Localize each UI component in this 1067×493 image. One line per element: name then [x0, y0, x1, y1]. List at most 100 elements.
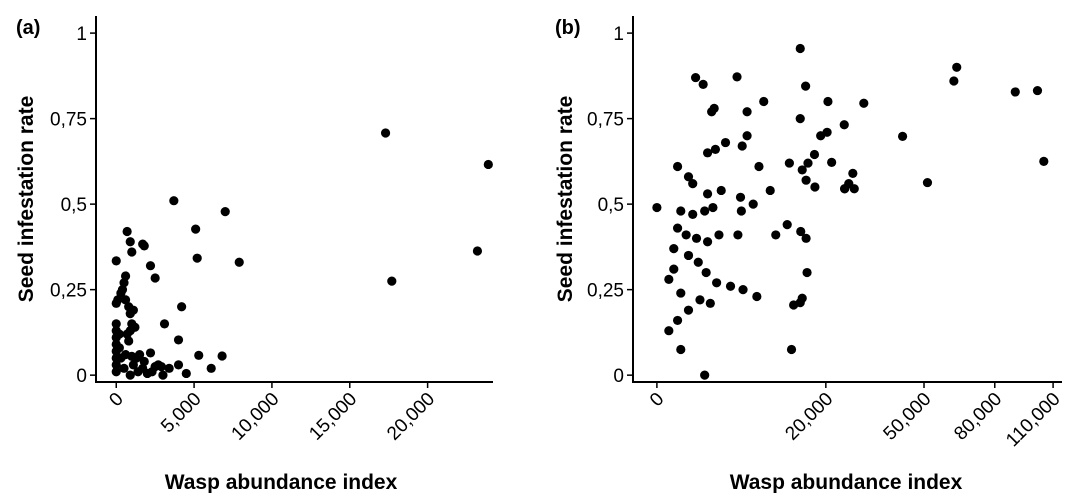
scatter-point [145, 348, 156, 358]
scatter-point [759, 96, 769, 107]
scatter-point [150, 273, 160, 283]
scatter-point [810, 182, 820, 192]
y-tick-label: 0 [76, 366, 87, 387]
scatter-point [139, 241, 149, 251]
scatter-point [771, 230, 781, 240]
scatter-point [949, 76, 959, 86]
scatter-point [797, 165, 807, 175]
scatter-point [122, 329, 132, 339]
scatter-point [111, 360, 121, 370]
scatter-point [795, 43, 805, 54]
scatter-point [111, 256, 121, 266]
scatter-point [206, 363, 216, 373]
scatter-point [111, 298, 121, 308]
scatter-point [705, 298, 715, 308]
y-tick-label: 0,25 [50, 281, 87, 302]
scatter-point [701, 267, 711, 278]
scatter-point [708, 202, 718, 213]
panel-label: (b) [555, 17, 581, 39]
scatter-point [702, 148, 713, 158]
panel-label: (a) [16, 17, 40, 39]
scatter-point [122, 226, 132, 237]
x-tick-label: 5,000 [157, 389, 205, 437]
scatter-point [676, 206, 686, 216]
scatter-point [801, 81, 811, 91]
scatter-point [683, 250, 694, 261]
scatter-point [191, 224, 201, 234]
scatter-point [725, 281, 736, 291]
scatter-point [702, 189, 713, 199]
scatter-point [127, 247, 137, 257]
y-tick-label: 0,5 [598, 195, 624, 216]
x-tick-label: 0 [646, 389, 668, 411]
scatter-point [732, 72, 742, 82]
scatter-point [803, 158, 813, 168]
scatter-point [801, 233, 811, 243]
scatter-point [827, 157, 837, 167]
scatter-point [823, 96, 833, 107]
scatter-point [714, 230, 724, 240]
scatter-point [119, 278, 129, 288]
scatter-point [164, 363, 174, 373]
x-tick-label: 20,000 [781, 389, 837, 445]
scatter-point [173, 335, 184, 345]
scatter-point [669, 243, 679, 254]
scatter-point [700, 370, 710, 380]
scatter-point [111, 319, 121, 329]
scatter-point [234, 257, 244, 267]
scatter-point [802, 267, 812, 278]
scatter-point [120, 295, 131, 305]
scatter-point [1032, 85, 1043, 96]
scatter-point [158, 370, 168, 380]
scatter-point [676, 288, 686, 298]
scatter-point [897, 131, 908, 142]
scatter-point [736, 206, 746, 216]
scatter-point [192, 253, 202, 263]
y-tick-label: 0,25 [587, 281, 624, 302]
scatter-point [156, 362, 166, 372]
scatter-point [698, 79, 708, 90]
scatter-point [672, 223, 683, 233]
scatter-point [720, 137, 731, 148]
scatter-point [681, 230, 691, 240]
scatter-point [742, 107, 752, 117]
y-axis-title: Seed infestation rate [554, 96, 577, 303]
scatter-point [114, 343, 124, 353]
scatter-point [683, 172, 694, 182]
scatter-point [707, 107, 717, 117]
x-tick-label: 20,000 [383, 389, 439, 445]
scatter-point [752, 291, 762, 302]
scatter-point [691, 233, 702, 243]
scatter-point [672, 315, 683, 326]
scatter-point [735, 192, 746, 202]
scatter-point [1039, 156, 1049, 166]
y-tick-label: 1 [76, 24, 87, 45]
scatter-point [380, 128, 391, 138]
scatter-point [114, 329, 124, 339]
axis-lines [632, 16, 1062, 383]
scatter-point [652, 202, 662, 213]
scatter-point [733, 230, 743, 240]
scatter-point [217, 351, 227, 361]
panel-b: (b) Seed infestation rate Wasp abundance… [554, 16, 1065, 493]
scatter-point [159, 319, 170, 329]
scatter-point [748, 199, 758, 209]
scatter-point [125, 308, 135, 319]
scatter-point [125, 237, 135, 247]
scatter-point [181, 368, 191, 379]
scatter-point [664, 274, 674, 284]
y-axis-title: Seed infestation rate [15, 96, 38, 303]
scatter-point [220, 207, 230, 217]
scatter-point [695, 295, 705, 305]
scatter-point [693, 257, 703, 267]
x-tick-label: 15,000 [305, 389, 361, 445]
scatter-point [801, 175, 811, 185]
data-points [111, 128, 493, 380]
scatter-point [796, 226, 806, 237]
scatter-point [716, 185, 726, 196]
scatter-point [737, 141, 747, 151]
x-axis-title: Wasp abundance index [730, 471, 963, 493]
scatter-point [147, 367, 157, 377]
scatter-point [125, 370, 135, 380]
